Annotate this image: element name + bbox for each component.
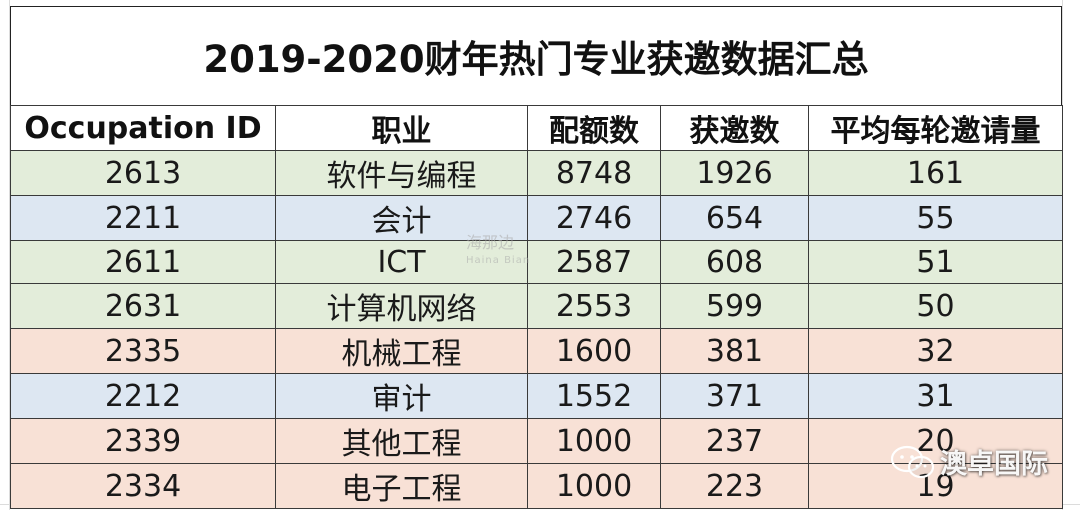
- table-row: 2211 会计 2746 654 55: [10, 195, 1063, 241]
- gridline: [1062, 0, 1063, 510]
- cell-occupation[interactable]: ICT: [275, 240, 528, 284]
- table-row: 2631 计算机网络 2553 599 50: [10, 283, 1063, 329]
- cell-invited[interactable]: 654: [660, 195, 809, 241]
- cell-occupation[interactable]: 审计: [275, 373, 528, 419]
- cell-id[interactable]: 2211: [10, 195, 276, 241]
- header-avg-invites[interactable]: 平均每轮邀请量: [808, 105, 1063, 151]
- cell-avg[interactable]: 32: [808, 328, 1063, 374]
- header-occupation[interactable]: 职业: [275, 105, 528, 151]
- cell-invited[interactable]: 237: [660, 418, 809, 464]
- cell-avg[interactable]: 20: [808, 418, 1063, 464]
- header-row: Occupation ID 职业 配额数 获邀数 平均每轮邀请量: [10, 105, 1063, 151]
- cell-id[interactable]: 2334: [10, 463, 276, 509]
- cell-id[interactable]: 2613: [10, 150, 276, 196]
- cell-id[interactable]: 2631: [10, 283, 276, 329]
- cell-avg[interactable]: 31: [808, 373, 1063, 419]
- header-invited[interactable]: 获邀数: [660, 105, 809, 151]
- cell-occupation[interactable]: 机械工程: [275, 328, 528, 374]
- table-row: 2335 机械工程 1600 381 32: [10, 328, 1063, 374]
- cell-avg[interactable]: 55: [808, 195, 1063, 241]
- cell-occupation[interactable]: 软件与编程: [275, 150, 528, 196]
- table-row: 2212 审计 1552 371 31: [10, 373, 1063, 419]
- table-row: 2611 ICT 2587 608 51: [10, 240, 1063, 284]
- cell-occupation[interactable]: 计算机网络: [275, 283, 528, 329]
- cell-invited[interactable]: 599: [660, 283, 809, 329]
- cell-invited[interactable]: 223: [660, 463, 809, 509]
- header-occupation-id[interactable]: Occupation ID: [10, 105, 276, 151]
- cell-invited[interactable]: 381: [660, 328, 809, 374]
- brand-watermark: 澳卓国际: [890, 442, 1048, 481]
- cell-quota[interactable]: 2587: [527, 240, 661, 284]
- cell-occupation[interactable]: 会计: [275, 195, 528, 241]
- summary-table-block: 2019-2020财年热门专业获邀数据汇总 Occupation ID 职业 配…: [10, 6, 1063, 509]
- cell-quota[interactable]: 1600: [527, 328, 661, 374]
- cell-invited[interactable]: 371: [660, 373, 809, 419]
- cell-invited[interactable]: 608: [660, 240, 809, 284]
- gridline: [9, 0, 10, 510]
- cell-quota[interactable]: 1552: [527, 373, 661, 419]
- cell-id[interactable]: 2611: [10, 240, 276, 284]
- cell-avg[interactable]: 51: [808, 240, 1063, 284]
- cell-id[interactable]: 2212: [10, 373, 276, 419]
- header-quota[interactable]: 配额数: [527, 105, 661, 151]
- cell-quota[interactable]: 1000: [527, 418, 661, 464]
- wechat-icon: [890, 445, 935, 478]
- cell-avg[interactable]: 161: [808, 150, 1063, 196]
- cell-occupation[interactable]: 其他工程: [275, 418, 528, 464]
- cell-avg[interactable]: 50: [808, 283, 1063, 329]
- cell-quota[interactable]: 2553: [527, 283, 661, 329]
- cell-quota[interactable]: 1000: [527, 463, 661, 509]
- table-row: 2339 其他工程 1000 237 20: [10, 418, 1063, 464]
- cell-id[interactable]: 2335: [10, 328, 276, 374]
- cell-quota[interactable]: 8748: [527, 150, 661, 196]
- table-row: 2334 电子工程 1000 223 19: [10, 463, 1063, 509]
- cell-quota[interactable]: 2746: [527, 195, 661, 241]
- cell-occupation[interactable]: 电子工程: [275, 463, 528, 509]
- data-table: Occupation ID 职业 配额数 获邀数 平均每轮邀请量 2613 软件…: [10, 105, 1063, 509]
- cell-avg[interactable]: 19: [808, 463, 1063, 509]
- table-row: 2613 软件与编程 8748 1926 161: [10, 150, 1063, 196]
- cell-invited[interactable]: 1926: [660, 150, 809, 196]
- table-title: 2019-2020财年热门专业获邀数据汇总: [10, 6, 1062, 105]
- brand-name: 澳卓国际: [940, 449, 1048, 480]
- cell-id[interactable]: 2339: [10, 418, 276, 464]
